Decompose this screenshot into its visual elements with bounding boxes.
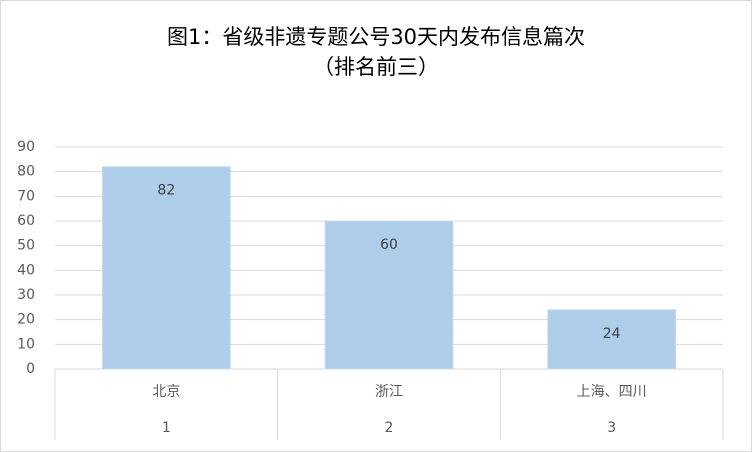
x-rank-label: 2 xyxy=(385,420,394,436)
y-tick-label: 80 xyxy=(17,164,35,180)
chart-subtitle: （排名前三） xyxy=(313,55,439,79)
data-label: 24 xyxy=(603,326,621,342)
x-rank-label: 1 xyxy=(162,420,171,436)
y-tick-label: 20 xyxy=(17,312,35,328)
y-tick-label: 10 xyxy=(17,336,35,352)
x-tick-label: 浙江 xyxy=(375,384,403,400)
y-tick-label: 30 xyxy=(17,287,35,303)
y-tick-label: 0 xyxy=(26,361,35,377)
x-tick-label: 北京 xyxy=(152,384,180,400)
x-tick-label: 上海、四川 xyxy=(577,384,647,400)
y-tick-label: 90 xyxy=(17,139,35,155)
data-label: 82 xyxy=(157,183,175,199)
y-tick-label: 70 xyxy=(17,188,35,204)
bar xyxy=(547,309,677,370)
y-tick-label: 40 xyxy=(17,262,35,278)
bar xyxy=(101,166,231,370)
y-tick-label: 50 xyxy=(17,238,35,254)
x-rank-label: 3 xyxy=(607,420,616,436)
data-label: 60 xyxy=(380,237,398,253)
y-tick-label: 60 xyxy=(17,213,35,229)
bar xyxy=(324,220,454,370)
chart-title: 图1：省级非遗专题公号30天内发布信息篇次 xyxy=(167,25,585,49)
